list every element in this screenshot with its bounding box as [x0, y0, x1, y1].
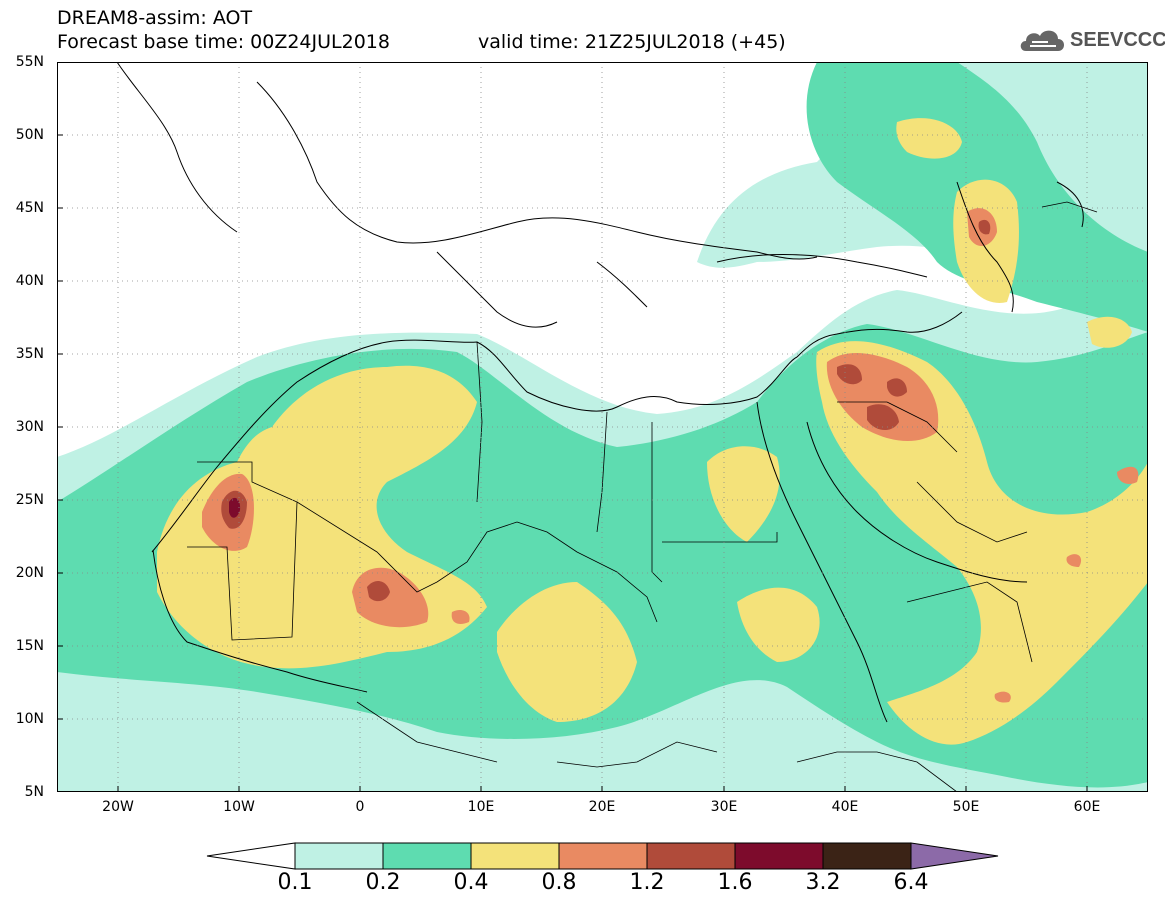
country-borders: [187, 201, 1098, 792]
colorbar-segment: [294, 842, 384, 870]
lat-label: 30N: [15, 419, 44, 435]
colorbar-label: 0.4: [453, 870, 489, 895]
seevccc-logo: SEEVCCC: [1018, 24, 1165, 56]
colorbar-segment: [734, 842, 824, 870]
colorbar-label: 3.2: [805, 870, 841, 895]
lat-label: 5N: [24, 784, 44, 800]
colorbar-label: 0.8: [541, 870, 577, 895]
lat-label: 25N: [15, 492, 44, 508]
lat-label: 50N: [15, 127, 44, 143]
lon-label: 50E: [952, 799, 980, 815]
lat-label: 45N: [15, 200, 44, 216]
lon-label: 0: [355, 799, 365, 815]
valid-time: valid time: 21Z25JUL2018 (+45): [478, 31, 786, 53]
colorbar-label: 1.6: [717, 870, 753, 895]
lat-lon-grid: [57, 62, 1148, 792]
colorbar-segment: [206, 842, 296, 870]
lon-label: 10E: [467, 799, 495, 815]
forecast-base-time: Forecast base time: 00Z24JUL2018: [57, 31, 390, 53]
colorbar-label: 1.2: [629, 870, 665, 895]
lon-label: 30E: [710, 799, 738, 815]
colorbar-segment: [382, 842, 472, 870]
lon-label: 20W: [102, 799, 134, 815]
lon-label: 40E: [831, 799, 859, 815]
colorbar: [206, 842, 999, 870]
cloud-icon: [1020, 30, 1064, 51]
lat-label: 15N: [15, 638, 44, 654]
aot-band-1.6: [229, 497, 241, 518]
lat-label: 35N: [15, 346, 44, 362]
colorbar-segment: [822, 842, 912, 870]
lat-label: 40N: [15, 273, 44, 289]
lon-label: 10W: [223, 799, 255, 815]
map-title: DREAM8-assim: AOT: [57, 7, 253, 29]
lat-label: 20N: [15, 565, 44, 581]
colorbar-label: 0.2: [365, 870, 401, 895]
colorbar-segment: [910, 842, 999, 870]
aot-map: [57, 62, 1148, 792]
colorbar-segment: [558, 842, 648, 870]
colorbar-segment: [470, 842, 560, 870]
logo-text: SEEVCCC: [1070, 29, 1165, 51]
axis-ticks: [57, 134, 1088, 792]
coastlines: [116, 62, 1084, 723]
colorbar-label: 0.1: [277, 870, 313, 895]
lon-label: 60E: [1073, 799, 1101, 815]
lon-label: 20E: [588, 799, 616, 815]
colorbar-segment: [646, 842, 736, 870]
lat-label: 55N: [15, 54, 44, 70]
colorbar-label: 6.4: [893, 870, 929, 895]
lat-label: 10N: [15, 711, 44, 727]
